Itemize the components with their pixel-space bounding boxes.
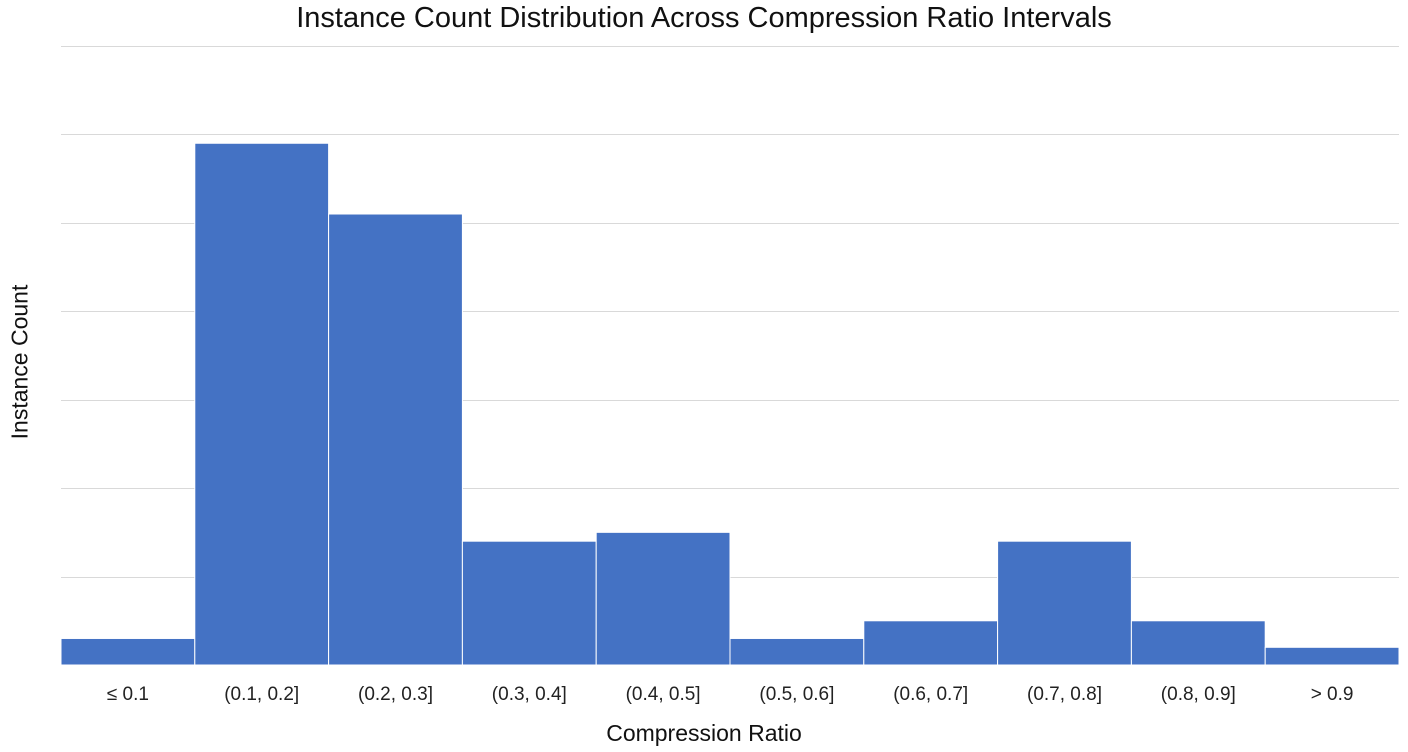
bar: [1264, 646, 1400, 666]
x-tick-label: (0.1, 0.2]: [224, 684, 299, 705]
x-tick-label: (0.4, 0.5]: [626, 684, 701, 705]
x-tick-label: (0.6, 0.7]: [893, 684, 968, 705]
x-tick-label: > 0.9: [1311, 684, 1354, 705]
x-tick-label: (0.3, 0.4]: [492, 684, 567, 705]
chart-title: Instance Count Distribution Across Compr…: [296, 2, 1112, 34]
x-tick-label: ≤ 0.1: [107, 684, 149, 705]
bar: [729, 637, 865, 666]
bar: [461, 540, 597, 666]
bar: [60, 637, 196, 666]
bars: [60, 142, 1400, 666]
x-tick-label: (0.5, 0.6]: [759, 684, 834, 705]
x-tick-label: (0.2, 0.3]: [358, 684, 433, 705]
bar: [997, 540, 1132, 666]
bar: [595, 531, 731, 666]
x-tick-label: (0.8, 0.9]: [1161, 684, 1236, 705]
x-tick-label: (0.7, 0.8]: [1027, 684, 1102, 705]
bar: [194, 142, 330, 666]
bar: [863, 620, 999, 666]
bar: [1130, 620, 1266, 666]
x-axis-title: Compression Ratio: [606, 720, 802, 746]
bar: [328, 213, 463, 666]
x-tick-labels: ≤ 0.1 (0.1, 0.2] (0.2, 0.3] (0.3, 0.4] (0.4,…: [107, 684, 1354, 705]
